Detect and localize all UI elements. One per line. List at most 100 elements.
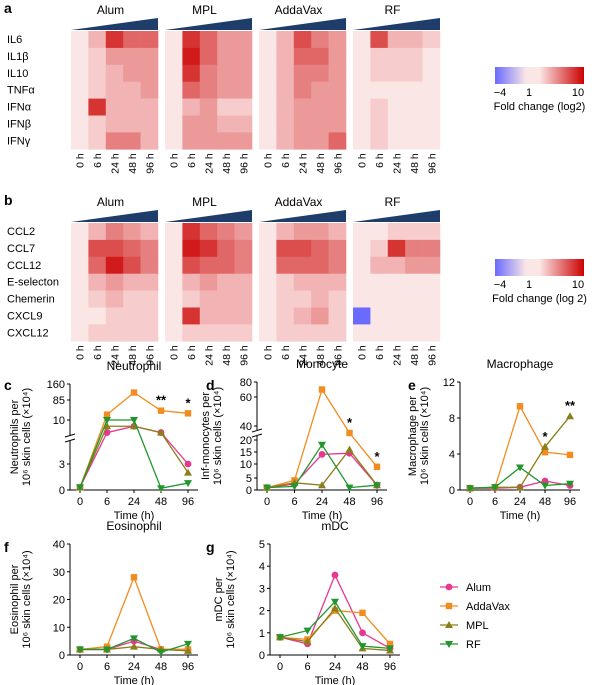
heat-cell: [370, 31, 389, 49]
heat-cell: [276, 132, 295, 150]
y-tick-label: 4: [449, 449, 455, 461]
heat-cell: [328, 47, 347, 66]
column-tick: 48 h: [409, 345, 421, 366]
panel-label-e: e: [408, 377, 416, 393]
y-axis-label: 10⁶ skin cells (×10⁴): [21, 550, 33, 648]
heat-cell: [199, 98, 218, 116]
point-marker: [345, 445, 354, 453]
heat-cell: [328, 115, 347, 133]
point-marker: [103, 646, 111, 654]
heat-cell: [276, 239, 295, 258]
heat-cell: [140, 273, 159, 291]
heat-cell: [259, 324, 277, 342]
heat-cell: [311, 115, 329, 133]
heat-cell: [71, 64, 89, 82]
point-marker: [386, 640, 394, 648]
point-marker: [130, 642, 138, 650]
heat-cell: [276, 256, 295, 274]
heat-cell: [234, 307, 253, 325]
heat-cell: [387, 64, 406, 82]
triangle-down-marker: [373, 482, 381, 490]
x-tick-label: 48: [155, 496, 167, 508]
heat-cell: [293, 290, 312, 308]
heat-cell: [165, 223, 183, 241]
triangle-down-marker: [76, 646, 84, 654]
heat-cell: [311, 324, 329, 342]
row-label: IFNβ: [7, 119, 31, 131]
column-tick: 6 h: [374, 153, 386, 168]
y-tick-label: 0: [259, 650, 265, 662]
heat-cell: [217, 324, 235, 342]
heat-cell: [387, 273, 406, 291]
heat-cell: [234, 273, 253, 291]
heat-cell: [234, 98, 253, 116]
heat-cell: [199, 64, 218, 82]
y-tick-label: 0: [449, 485, 455, 497]
column-tick: 0 h: [357, 345, 369, 360]
legend-tick: 10: [572, 279, 584, 291]
heat-cell: [293, 273, 312, 291]
significance-mark: *: [374, 449, 380, 464]
column-tick: 6 h: [92, 345, 104, 360]
heat-cell: [234, 47, 253, 66]
heat-cell: [182, 290, 201, 308]
heat-cell: [328, 307, 347, 325]
significance-mark: *: [185, 395, 191, 410]
heat-cell: [293, 307, 312, 325]
heat-cell: [123, 307, 141, 325]
significance-mark: **: [156, 393, 167, 408]
point-marker: [130, 574, 138, 581]
heat-cell: [234, 81, 253, 99]
significance-mark: *: [347, 415, 353, 430]
group-label: MPL: [192, 3, 217, 17]
heat-cell: [165, 132, 183, 150]
color-legend-bar: [495, 259, 584, 276]
heat-cell: [276, 115, 295, 133]
heat-cell: [422, 239, 441, 258]
triangle-down-marker: [290, 483, 299, 491]
x-tick-label: 6: [291, 496, 297, 508]
heat-cell: [370, 47, 389, 66]
heat-cell: [422, 132, 441, 150]
panel-label-d: d: [206, 377, 215, 393]
heat-cell: [328, 132, 347, 150]
triangle-down-marker: [386, 645, 394, 653]
point-marker: [157, 485, 165, 493]
heat-cell: [199, 81, 218, 99]
panel-label-g: g: [206, 539, 215, 555]
triangle-down-marker: [184, 640, 192, 648]
legend-tick: 1: [526, 87, 532, 99]
row-label: IL6: [7, 34, 22, 46]
x-axis-label: Time (h): [315, 675, 356, 685]
heat-cell: [311, 47, 329, 66]
chart-title: Monocyte: [296, 357, 348, 371]
heat-cell: [387, 132, 406, 150]
point-marker: [184, 410, 192, 417]
column-tick: 6 h: [280, 153, 292, 168]
heat-cell: [217, 115, 235, 133]
point-marker: [157, 428, 165, 436]
heat-cell: [276, 273, 295, 291]
heat-cell: [405, 64, 423, 82]
point-marker: [130, 417, 138, 424]
column-tick: 96 h: [332, 153, 344, 174]
x-tick-label: 24: [329, 661, 341, 673]
dose-triangle: [353, 18, 440, 30]
heat-cell: [165, 47, 183, 66]
x-tick-label: 96: [182, 661, 194, 673]
x-tick-label: 6: [304, 661, 310, 673]
y-tick-label: 15: [240, 447, 252, 459]
column-tick: 48 h: [409, 153, 421, 174]
y-axis-label: Eosinophil per: [9, 564, 21, 634]
heat-cell: [370, 307, 389, 325]
group-label: RF: [385, 3, 401, 17]
column-tick: 0 h: [357, 153, 369, 168]
series-line-mpl: [279, 607, 391, 652]
heat-cell: [405, 81, 423, 99]
triangle-up-marker: [566, 412, 574, 420]
heat-cell: [71, 273, 89, 291]
y-tick-label: 4: [259, 561, 265, 573]
heat-cell: [328, 64, 347, 82]
heat-cell: [353, 324, 371, 342]
y-tick-label: 1: [259, 628, 265, 640]
